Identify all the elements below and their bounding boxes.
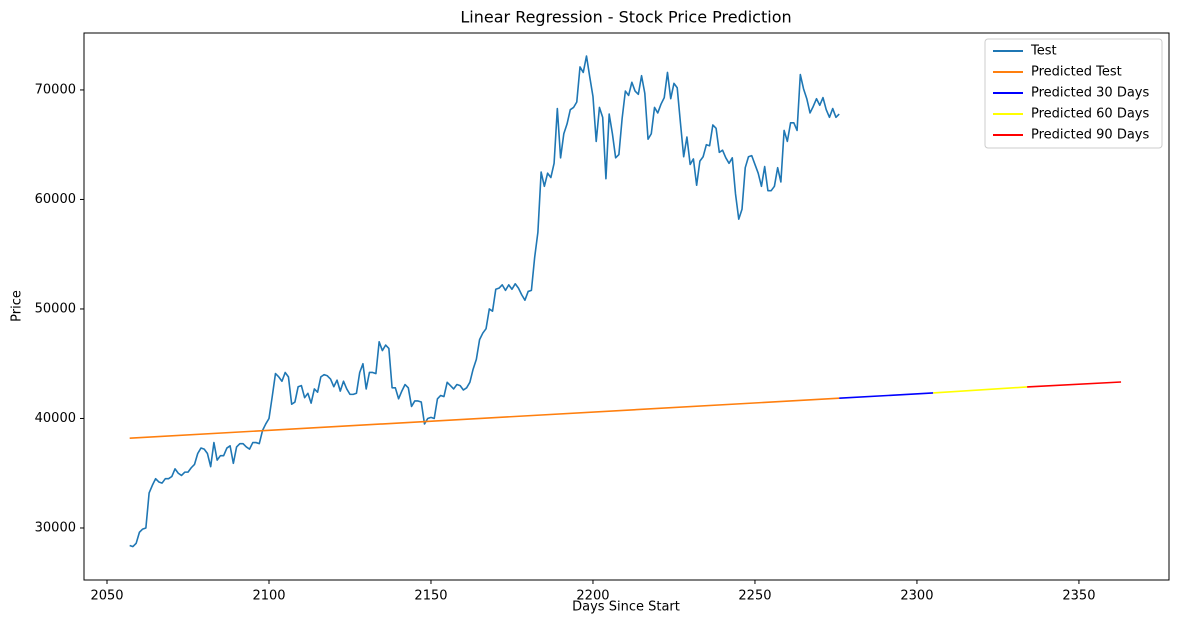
series-line (129, 397, 840, 439)
y-axis-label: Price (10, 290, 25, 322)
x-tick-label: 2050 (90, 589, 123, 604)
legend-label: Predicted 30 Days (1031, 86, 1150, 101)
x-axis-label: Days Since Start (572, 600, 680, 615)
legend-label: Predicted 90 Days (1031, 128, 1150, 143)
series-line (839, 392, 934, 400)
x-tick-label: 2300 (900, 589, 933, 604)
legend-label: Test (1030, 44, 1057, 59)
x-tick-label: 2200 (576, 589, 609, 604)
x-tick-label: 2100 (252, 589, 285, 604)
series-line (1027, 381, 1122, 388)
x-tick-label: 2350 (1062, 589, 1095, 604)
chart-title: Linear Regression - Stock Price Predicti… (460, 8, 791, 27)
series-line (129, 55, 840, 548)
legend: Test Predicted Test Predicted 30 Days Predi… (984, 38, 1163, 149)
x-tick-label: 2150 (414, 589, 447, 604)
legend-label: Predicted 60 Days (1031, 107, 1150, 122)
y-tick-label: 70000 (35, 82, 76, 97)
legend-label: Predicted Test (1031, 65, 1122, 80)
y-tick-label: 60000 (35, 192, 76, 207)
plot-frame (83, 32, 1170, 581)
y-tick-label: 50000 (35, 301, 76, 316)
y-tick-label: 40000 (35, 411, 76, 426)
y-tick-label: 30000 (35, 520, 76, 535)
x-tick-label: 2250 (738, 589, 771, 604)
series-line (933, 386, 1028, 394)
legend-box (984, 38, 1163, 149)
